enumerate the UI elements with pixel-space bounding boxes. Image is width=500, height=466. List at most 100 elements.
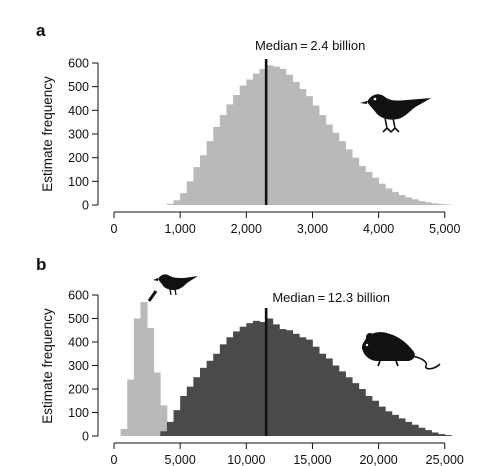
histogram-bar — [365, 396, 373, 436]
histogram-bar — [338, 371, 346, 436]
histogram-bar — [292, 333, 300, 436]
axes-b: 0 100 200 300 400 500 600 0 5,000 10,000 15,000 20,… — [68, 289, 464, 466]
histogram-bar — [166, 421, 174, 436]
y-axis-label-b: Estimate frequency — [40, 308, 55, 424]
histogram-bar — [279, 329, 287, 436]
bird-icon — [153, 274, 198, 296]
histogram-bar — [418, 427, 426, 436]
histogram-bar — [160, 405, 168, 436]
bars-a — [166, 59, 452, 206]
mouse-icon — [362, 332, 441, 370]
histogram-bar — [299, 337, 307, 436]
histogram-bar — [405, 197, 413, 205]
x-tick-label: 25,000 — [426, 453, 464, 466]
histogram-bar — [219, 344, 227, 436]
x-tick-label: 3,000 — [297, 222, 328, 236]
histogram-bar — [444, 435, 452, 436]
histogram-bar — [385, 411, 393, 436]
histogram-bar — [325, 358, 333, 436]
x-tick-label: 10,000 — [227, 453, 265, 466]
histogram-bar — [312, 105, 320, 205]
histogram-bar — [338, 141, 346, 205]
histogram-bar — [206, 141, 214, 205]
histogram-bar — [325, 124, 333, 205]
histogram-bar — [186, 181, 194, 205]
x-tick-label: 2,000 — [231, 222, 262, 236]
histogram-bar — [405, 421, 413, 436]
histogram-bar — [299, 89, 307, 205]
panel-a: a Estimate frequency 0 100 200 300 400 500 600… — [36, 21, 460, 236]
histogram-bar — [166, 203, 174, 205]
histogram-bar — [286, 74, 294, 205]
histogram-bar — [173, 200, 181, 205]
histogram-bar — [239, 326, 247, 436]
y-tick-label: 100 — [68, 175, 89, 189]
histogram-bar — [272, 324, 280, 436]
histogram-bar — [226, 337, 234, 436]
histogram-bar — [259, 322, 267, 436]
histogram-bar — [332, 365, 340, 436]
y-tick-label: 0 — [82, 199, 89, 213]
histogram-bar — [352, 157, 360, 205]
x-tick-label: 5,000 — [429, 222, 460, 236]
median-label-b: Median = 12.3 billion — [272, 290, 390, 305]
histogram-bar — [186, 386, 194, 436]
histogram-bar — [438, 204, 446, 205]
histogram-bar — [219, 115, 227, 205]
y-tick-label: 100 — [68, 406, 89, 420]
histogram-bar — [286, 330, 294, 436]
histogram-bar — [180, 193, 188, 205]
bird-pointer-line — [147, 290, 158, 302]
panel-label-a: a — [36, 21, 46, 40]
histogram-bar — [206, 360, 214, 436]
histogram-bar — [200, 155, 208, 205]
x-tick-label: 1,000 — [165, 222, 196, 236]
histogram-bar — [213, 126, 221, 205]
histogram-bar — [226, 104, 234, 205]
y-tick-label: 300 — [68, 359, 89, 373]
y-tick-label: 500 — [68, 80, 89, 94]
histogram-bar — [411, 424, 419, 436]
histogram-bar — [246, 323, 254, 436]
histogram-bar — [193, 167, 201, 205]
histogram-bar — [272, 66, 280, 205]
histogram-bar — [438, 434, 446, 436]
histogram-bar — [372, 400, 380, 436]
histogram-bar — [252, 320, 260, 436]
panel-b: b Estimate frequency 0 100 200 300 400 500 600… — [36, 255, 464, 466]
bars-b — [120, 302, 452, 436]
histogram-bar — [378, 183, 386, 205]
axes-a: 0 100 200 300 400 500 600 0 1,000 2,000 3,000 4,000… — [68, 57, 460, 237]
y-tick-label: 300 — [68, 128, 89, 142]
histogram-bar — [358, 389, 366, 436]
histogram-bar — [133, 318, 141, 436]
histogram-bar — [259, 68, 267, 206]
histogram-bar — [372, 177, 380, 205]
histogram-bar — [358, 165, 366, 205]
histogram-bar — [305, 96, 313, 205]
histogram-bar — [160, 431, 168, 436]
histogram-bar — [266, 318, 274, 436]
x-tick-label: 0 — [111, 453, 118, 466]
y-tick-label: 400 — [68, 336, 89, 350]
histogram-bar — [345, 377, 353, 436]
histogram-bar — [200, 367, 208, 436]
histogram-bar — [213, 353, 221, 436]
histogram-bar — [365, 171, 373, 205]
histogram-bar — [352, 383, 360, 436]
histogram-bar — [305, 339, 313, 436]
histogram-bar — [411, 199, 419, 205]
histogram-bar — [127, 379, 135, 436]
histogram-bar — [391, 191, 399, 205]
histogram-bar — [431, 203, 439, 205]
x-tick-label: 0 — [111, 222, 118, 236]
y-tick-label: 0 — [82, 430, 89, 444]
histogram-bar — [332, 132, 340, 205]
histogram-bar — [418, 201, 426, 205]
y-tick-label: 600 — [68, 289, 89, 303]
histogram-bar — [140, 302, 148, 436]
y-tick-label: 600 — [68, 57, 89, 71]
x-tick-label: 15,000 — [293, 453, 331, 466]
y-axis-label-a: Estimate frequency — [40, 76, 55, 192]
